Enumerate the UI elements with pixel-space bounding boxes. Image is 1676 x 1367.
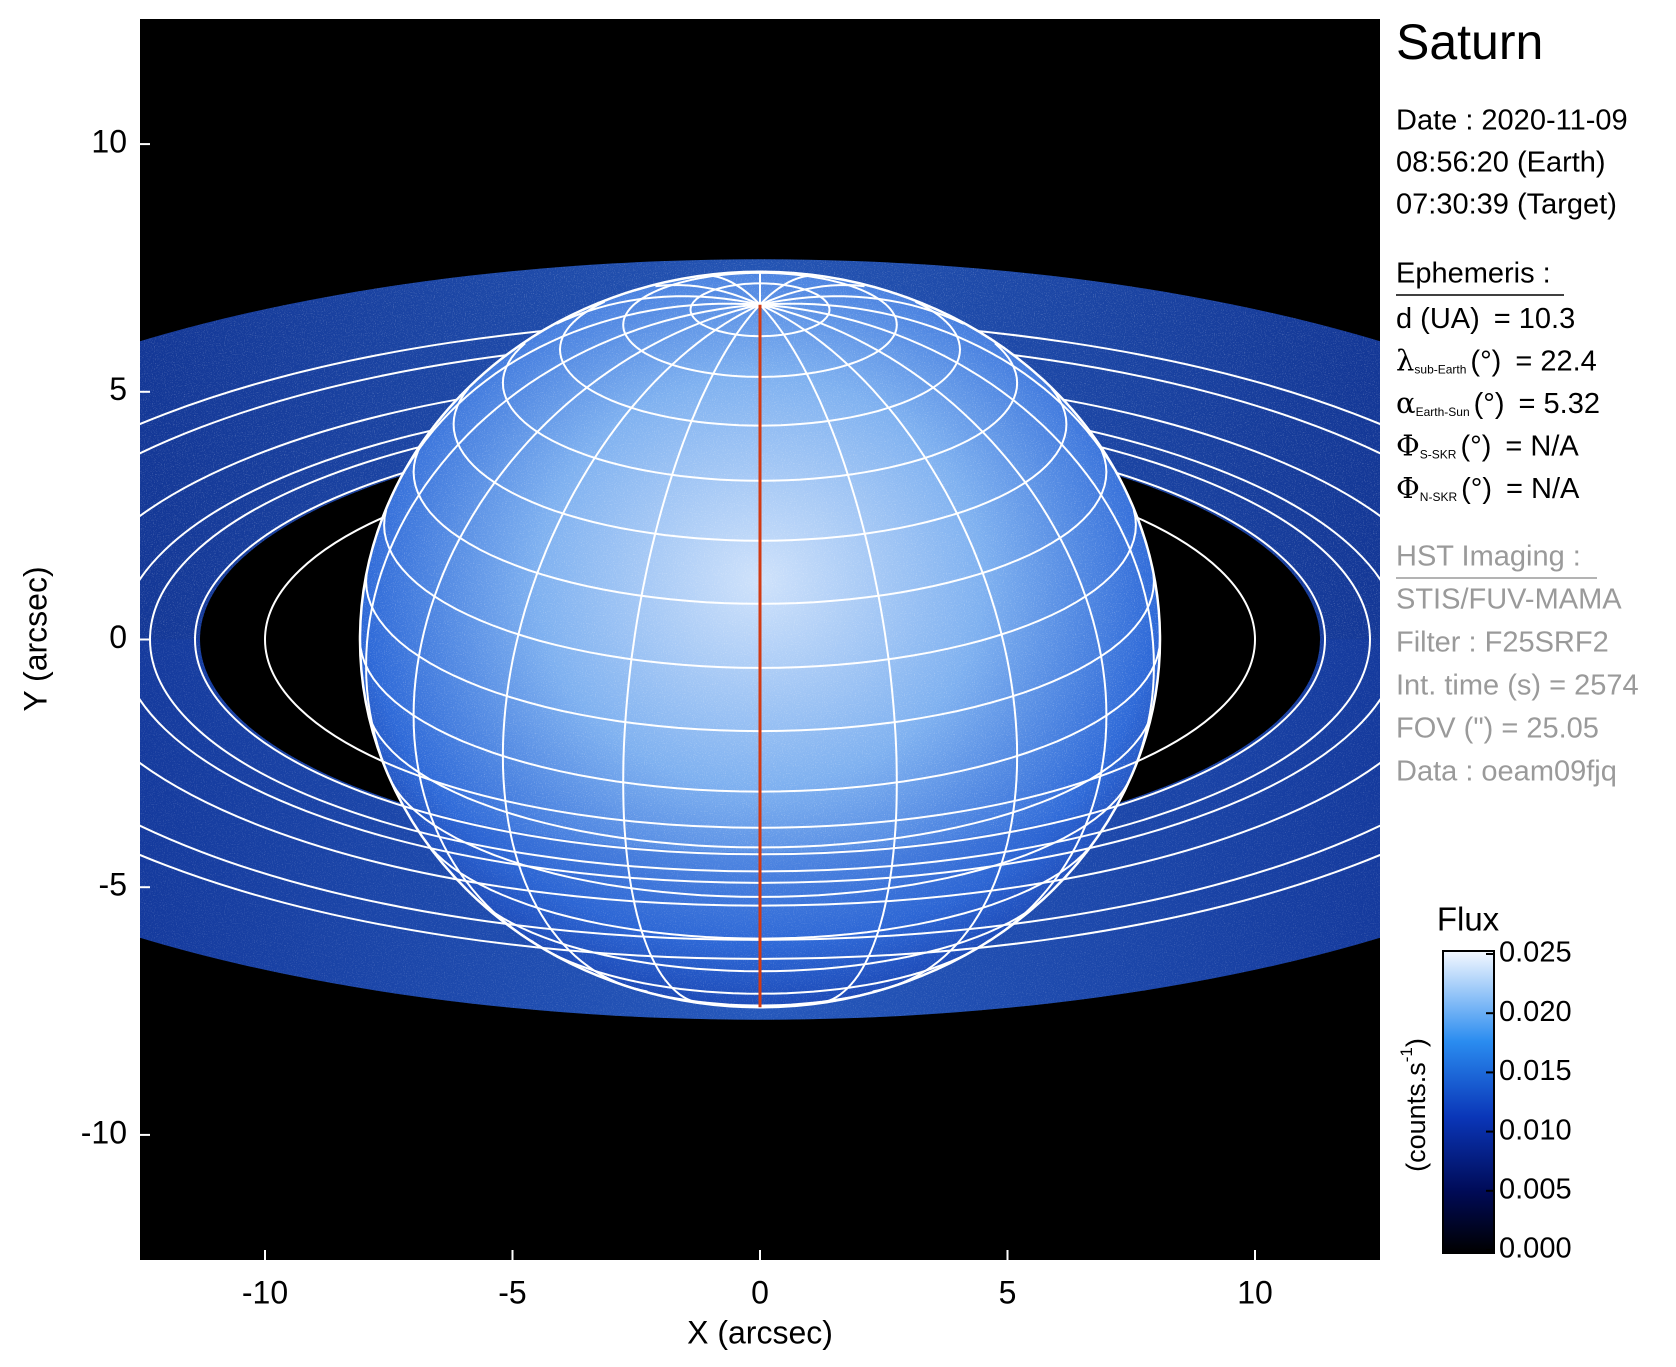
longitude-line [655,283,761,306]
imaging-line: STIS/FUV-MAMA [1396,584,1622,616]
date-line: Date : 2020-11-09 [1396,105,1628,137]
symbol: λ [1396,344,1414,378]
longitude-line [555,295,761,325]
x-tick-label: -5 [498,1274,526,1310]
saturn-image [140,259,1380,1020]
row-label: (°) [1461,473,1492,505]
ephemeris-row: ΦN-SKR (°) = N/A [1396,471,1580,505]
imaging-line: Int. time (s) = 2574 [1396,670,1639,702]
colorbar-tick-label: 0.010 [1499,1114,1572,1146]
colorbar-tick-label: 0.015 [1499,1055,1572,1087]
longitude-line [713,275,761,306]
x-axis-label: X (arcsec) [687,1314,833,1350]
y-tick-label: 5 [109,371,127,407]
subscript: N-SKR [1420,490,1458,504]
longitude-line [759,302,1115,470]
row-value: = 22.4 [1515,345,1596,377]
row-value: = N/A [1506,473,1580,505]
row-label: (°) [1474,388,1505,420]
colorbar-gradient [1442,950,1495,1254]
y-axis-label: Y (arcsec) [17,566,53,711]
latitude-line [359,639,1161,793]
colorbar-tick-label: 0.000 [1499,1233,1572,1265]
latitude-line [367,712,1153,849]
row-value: = 5.32 [1519,388,1600,420]
ephemeris-row: λsub-Earth (°) = 22.4 [1396,344,1597,378]
longitude-line [759,283,865,306]
unit-base: (counts.s [1401,1062,1431,1172]
y-tick-label: 0 [109,619,127,655]
longitude-line [405,302,761,470]
ephemeris-heading: Ephemeris : [1396,258,1551,290]
row-value: = N/A [1505,430,1579,462]
row-value: = 10.3 [1494,303,1575,335]
longitude-line [412,303,761,952]
longitude-line [759,303,1155,801]
y-tick-label: -10 [81,1114,127,1150]
row-label: (°) [1470,345,1501,377]
axes: -10 -5 0 5 10 -10 -5 0 5 10 [81,124,1273,1311]
imaging-line: Data : oeam09fjq [1396,756,1617,788]
unit-sup: -1 [1397,1047,1416,1062]
latitude-line [558,300,962,427]
globe-limb [358,270,1162,1009]
latitude-line [387,775,1133,898]
subscript: sub-Earth [1414,363,1466,377]
latitude-line [412,444,1108,605]
subscript: Earth-Sun [1416,405,1470,419]
y-tick-label: 10 [91,124,127,160]
colorbar-tick-label: 0.020 [1499,996,1572,1028]
x-tick-label: 5 [999,1274,1017,1310]
longitude-line [501,303,761,993]
colorbar: Flux (counts.s-1) 0.000 0.005 0.010 0.015 0.… [1397,901,1571,1265]
imaging-line: Filter : F25SRF2 [1396,627,1609,659]
symbol: Φ [1396,429,1420,463]
ephemeris-row: d (UA) = 10.3 [1396,303,1575,335]
imaging-line: FOV (") = 25.05 [1396,713,1599,745]
row-label: (°) [1460,430,1491,462]
imaging-heading: HST Imaging : [1396,541,1581,573]
x-tick-label: 10 [1237,1274,1273,1310]
subscript: S-SKR [1420,448,1457,462]
x-tick-label: -10 [242,1274,288,1310]
longitude-line [365,303,761,801]
colorbar-title: Flux [1437,901,1500,938]
longitude-line [759,304,898,1005]
unit-end: ) [1401,1038,1431,1047]
longitude-line [759,275,807,306]
latitude-line [424,840,1096,940]
latitude-line [501,342,1019,482]
colorbar-tick-label: 0.005 [1499,1173,1572,1205]
title: Saturn [1396,14,1543,70]
latitude-line [452,387,1068,542]
ephemeris-row: αEarth-Sun (°) = 5.32 [1396,386,1600,420]
colorbar-unit: (counts.s-1) [1397,1038,1431,1172]
y-tick-label: -5 [99,867,127,903]
longitude-line [759,303,1019,993]
longitude-line [759,303,1108,952]
symbol: α [1396,386,1416,420]
longitude-line [759,295,965,325]
date-line: 08:56:20 (Earth) [1396,147,1606,179]
x-tick-label: 0 [751,1274,769,1310]
date-line: 07:30:39 (Target) [1396,189,1617,221]
latitude-line [473,895,1047,973]
latitude-line [365,573,1155,733]
colorbar-tick-label: 0.025 [1499,937,1572,969]
ring-band-front [140,639,1380,1020]
info-panel: Date : 2020-11-09 08:56:20 (Earth) 07:30:3… [1396,105,1639,788]
symbol: Φ [1396,471,1420,505]
ephemeris-row: ΦS-SKR (°) = N/A [1396,429,1579,463]
row-label: d (UA) [1396,303,1480,335]
longitude-line [622,304,761,1005]
